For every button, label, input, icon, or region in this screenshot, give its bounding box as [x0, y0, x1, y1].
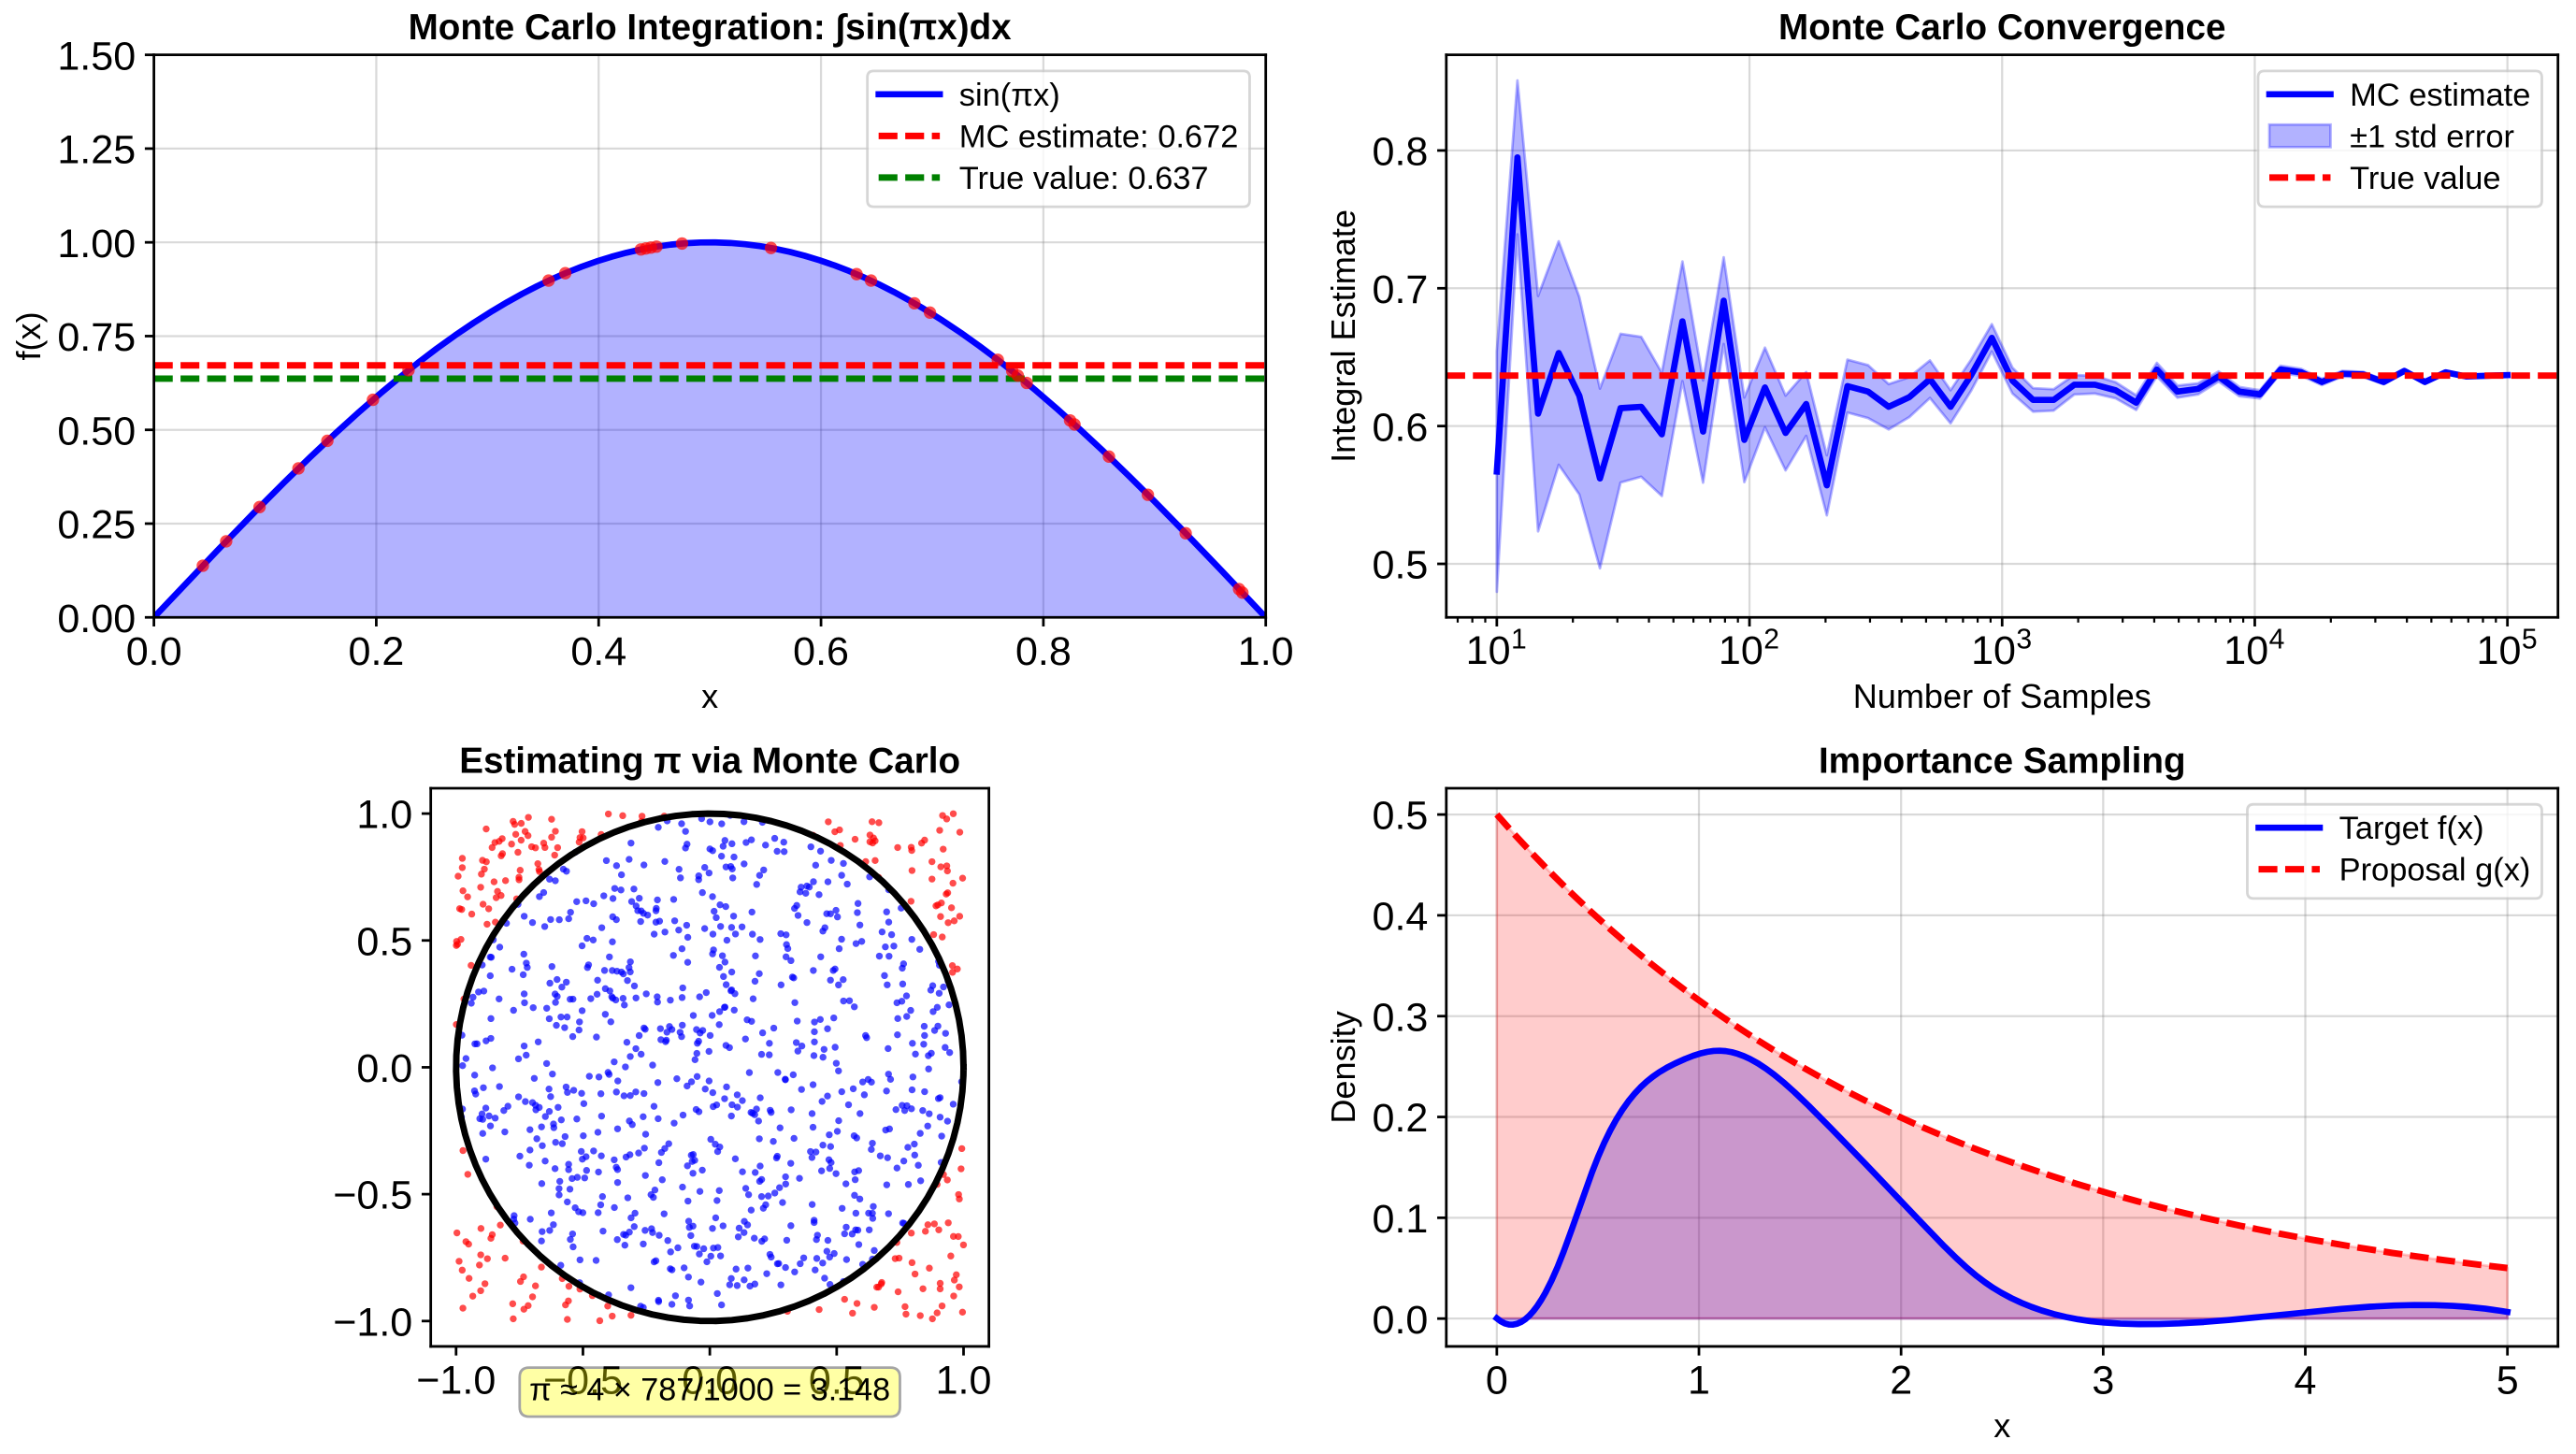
svg-text:0.8: 0.8: [1373, 130, 1429, 175]
svg-text:−0.5: −0.5: [543, 1359, 623, 1404]
svg-text:1 0 3: 1 0 3: [1971, 625, 2032, 673]
svg-text:0.0: 0.0: [126, 629, 182, 674]
svg-text:0.6: 0.6: [793, 629, 849, 674]
svg-text:0.5: 0.5: [1373, 543, 1429, 588]
svg-text:−0.5: −0.5: [333, 1173, 412, 1218]
svg-text:4: 4: [2295, 1359, 2317, 1404]
svg-text:Monte Carlo Convergence: Monte Carlo Convergence: [1778, 7, 2225, 48]
svg-text:0.8: 0.8: [1015, 629, 1072, 674]
svg-text:0.25: 0.25: [57, 503, 136, 548]
svg-text:5: 5: [2497, 1359, 2519, 1404]
svg-text:1.25: 1.25: [57, 128, 136, 173]
svg-text:0.0: 0.0: [682, 1359, 738, 1404]
svg-text:1.0: 1.0: [1238, 629, 1294, 674]
svg-text:1.00: 1.00: [57, 222, 136, 266]
svg-text:0.75: 0.75: [57, 315, 136, 360]
svg-text:0.1: 0.1: [1373, 1197, 1429, 1242]
svg-text:−1.0: −1.0: [333, 1300, 412, 1345]
svg-text:π ≈ 4 × 787/1000 = 3.148: π ≈ 4 × 787/1000 = 3.148: [529, 1373, 890, 1408]
svg-text:0.0: 0.0: [1373, 1298, 1429, 1343]
svg-text:0.0: 0.0: [356, 1046, 412, 1091]
svg-text:1 0 1: 1 0 1: [1466, 624, 1527, 672]
svg-text:1.0: 1.0: [936, 1359, 992, 1404]
svg-text:0: 0: [1486, 1359, 1508, 1404]
svg-text:True value: True value: [2350, 161, 2500, 196]
svg-text:0.00: 0.00: [57, 597, 136, 641]
svg-text:0.3: 0.3: [1373, 995, 1429, 1040]
svg-text:Number of Samples: Number of Samples: [1853, 677, 2151, 715]
svg-text:Monte Carlo Integration: ∫sin(: Monte Carlo Integration: ∫sin(πx)dx: [409, 7, 1013, 48]
svg-text:0.5: 0.5: [1373, 794, 1429, 839]
svg-text:0.4: 0.4: [1373, 895, 1429, 940]
svg-text:0.7: 0.7: [1373, 267, 1429, 312]
svg-text:MC estimate: 0.672: MC estimate: 0.672: [959, 119, 1239, 154]
svg-text:Integral Estimate: Integral Estimate: [1324, 209, 1362, 463]
svg-text:MC estimate: MC estimate: [2350, 78, 2530, 113]
svg-text:1 0 2: 1 0 2: [1719, 625, 1779, 673]
svg-text:Estimating π via Monte Carlo: Estimating π via Monte Carlo: [459, 741, 960, 781]
svg-text:sin(πx): sin(πx): [959, 78, 1060, 113]
svg-text:2: 2: [1890, 1359, 1912, 1404]
svg-text:0.5: 0.5: [356, 919, 412, 964]
svg-text:1 0 4: 1 0 4: [2223, 624, 2284, 672]
svg-text:0.4: 0.4: [570, 629, 626, 674]
svg-text:1.50: 1.50: [57, 34, 136, 79]
svg-text:1.0: 1.0: [356, 793, 412, 838]
svg-text:0.50: 0.50: [57, 409, 136, 453]
svg-text:Proposal g(x): Proposal g(x): [2339, 853, 2531, 888]
svg-text:3: 3: [2092, 1359, 2114, 1404]
svg-text:0.5: 0.5: [809, 1359, 865, 1404]
svg-text:0.6: 0.6: [1373, 405, 1429, 450]
svg-text:−1.0: −1.0: [416, 1359, 496, 1404]
svg-text:±1 std error: ±1 std error: [2350, 119, 2514, 154]
svg-text:True value: 0.637: True value: 0.637: [959, 161, 1209, 196]
svg-text:0.2: 0.2: [349, 629, 405, 674]
svg-text:1 0 5: 1 0 5: [2477, 624, 2538, 672]
svg-text:x: x: [1993, 1406, 2010, 1445]
svg-text:Target f(x): Target f(x): [2339, 811, 2484, 846]
svg-text:Density: Density: [1324, 1011, 1362, 1123]
svg-text:x: x: [701, 677, 718, 715]
svg-text:0.2: 0.2: [1373, 1096, 1429, 1141]
svg-text:Importance Sampling: Importance Sampling: [1819, 741, 2186, 781]
svg-text:f(x): f(x): [9, 311, 48, 360]
svg-text:1: 1: [1688, 1359, 1710, 1404]
